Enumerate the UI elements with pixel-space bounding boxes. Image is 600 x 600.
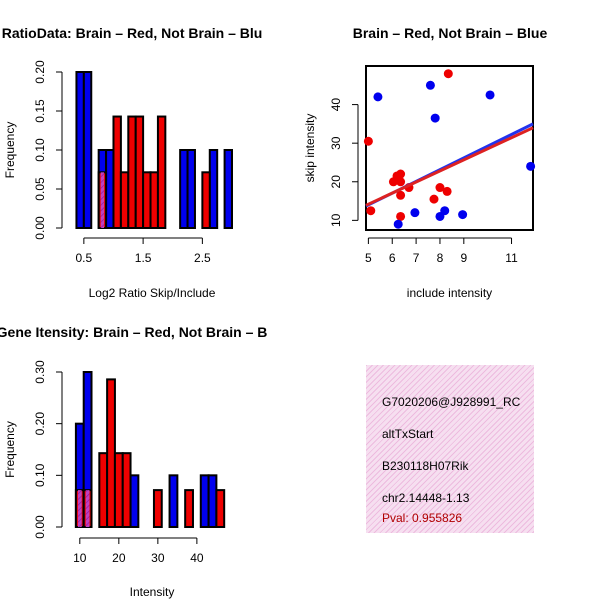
hist-ratio-y-tick-label: 0.00 bbox=[33, 216, 47, 240]
hist-intensity-bar-not-brain bbox=[129, 474, 140, 529]
hist-ratio-bar-brain bbox=[127, 115, 137, 229]
scatter-intensity-x-tick-label: 5 bbox=[365, 251, 372, 265]
scatter-intensity-point-not-brain bbox=[430, 113, 440, 123]
scatter-intensity-point-brain bbox=[396, 211, 406, 221]
hist-intensity-x-tick-label: 10 bbox=[73, 551, 87, 565]
hist-ratio-x-label: Log2 Ratio Skip/Include bbox=[89, 286, 216, 300]
info-panel: G7020206@J928991_RC altTxStart B230118H0… bbox=[366, 365, 534, 533]
scatter-intensity-title: Brain – Red, Not Brain – Blue bbox=[353, 25, 548, 41]
hist-ratio-bar-not-brain bbox=[208, 149, 219, 229]
hist-intensity-y-tick-label: 0.10 bbox=[33, 463, 47, 487]
scatter-intensity-point-brain bbox=[363, 136, 373, 146]
hist-intensity-bar-brain bbox=[121, 452, 132, 528]
scatter-intensity-point-brain bbox=[396, 169, 406, 179]
hist-intensity-x-label: Intensity bbox=[130, 585, 175, 599]
scatter-intensity-point-brain bbox=[435, 183, 445, 193]
scatter-intensity-x-tick-label: 9 bbox=[460, 251, 467, 265]
scatter-intensity-y-tick-label: 10 bbox=[329, 213, 343, 227]
hist-intensity-y-label: Frequency bbox=[3, 421, 17, 478]
scatter-intensity-x-label: include intensity bbox=[407, 286, 492, 300]
hist-intensity-y-tick-label: 0.30 bbox=[33, 360, 47, 384]
hist-ratio-bar-overlap bbox=[100, 172, 105, 228]
hist-intensity-bar-overlap bbox=[85, 490, 90, 527]
scatter-intensity-x-tick-label: 6 bbox=[389, 251, 396, 265]
hist-ratio-y-label: Frequency bbox=[3, 122, 17, 179]
hist-intensity-bar-brain bbox=[184, 489, 194, 528]
hist-intensity-bar-brain bbox=[106, 378, 116, 528]
hist-ratio-x-tick-label: 1.5 bbox=[135, 251, 152, 265]
scatter-intensity-point-brain bbox=[396, 177, 406, 187]
hist-intensity-bar-not-brain bbox=[168, 474, 179, 529]
hist-ratio-bar-not-brain bbox=[105, 149, 115, 229]
scatter-intensity-fit-brain-fit bbox=[365, 126, 534, 207]
scatter-intensity-point-not-brain bbox=[526, 161, 536, 171]
hist-intensity-bar-brain bbox=[98, 452, 109, 528]
scatter-intensity-point-brain bbox=[442, 186, 452, 196]
hist-intensity-y-tick-label: 0.00 bbox=[33, 515, 47, 539]
hist-intensity-bar-brain bbox=[113, 452, 124, 528]
hist-ratio-y-tick-label: 0.05 bbox=[33, 177, 47, 201]
scatter-intensity-point-not-brain bbox=[458, 210, 468, 220]
scatter-intensity-point-brain bbox=[443, 69, 453, 79]
hist-ratio-y-tick-label: 0.20 bbox=[33, 60, 47, 84]
hist-ratio-bar-brain bbox=[142, 171, 152, 229]
hist-intensity-y-tick-label: 0.20 bbox=[33, 412, 47, 436]
info-probe-id: G7020206@J928991_RC bbox=[382, 395, 521, 409]
hist-ratio-title: RatioData: Brain – Red, Not Brain – Blu bbox=[2, 25, 263, 41]
scatter-intensity-point-brain bbox=[366, 206, 376, 216]
hist-ratio-bar-not-brain bbox=[186, 149, 196, 229]
hist-intensity-title: Gene Itensity: Brain – Red, Not Brain – … bbox=[0, 324, 267, 340]
hist-intensity-bar-brain bbox=[215, 489, 226, 528]
scatter-intensity-plot-frame bbox=[365, 65, 534, 231]
hist-ratio-bar-brain bbox=[149, 171, 159, 229]
hist-intensity-bar-not-brain bbox=[199, 474, 210, 529]
scatter-intensity-x-tick-label: 11 bbox=[505, 251, 518, 265]
hist-ratio-bar-not-brain bbox=[223, 149, 233, 229]
scatter-intensity-x-tick-label: 7 bbox=[413, 251, 420, 265]
scatter-intensity-point-not-brain bbox=[410, 208, 420, 218]
hist-ratio-bar-brain bbox=[201, 171, 211, 229]
hist-intensity-x-tick-label: 30 bbox=[151, 551, 165, 565]
hist-ratio-bar-not-brain bbox=[82, 71, 93, 229]
scatter-intensity-point-brain bbox=[429, 194, 439, 204]
hist-ratio-bar-brain bbox=[112, 115, 122, 229]
info-gene-name: B230118H07Rik bbox=[382, 459, 469, 473]
hist-ratio-y-tick-label: 0.15 bbox=[33, 99, 47, 123]
hist-ratio-bar-not-brain bbox=[75, 71, 85, 229]
hist-intensity-bar-brain bbox=[152, 489, 163, 528]
scatter-intensity-point-not-brain bbox=[440, 206, 450, 216]
scatter-intensity-x-tick-label: 8 bbox=[437, 251, 444, 265]
scatter-intensity-y-label: skip intensity bbox=[303, 114, 317, 183]
hist-ratio-bar-brain bbox=[119, 171, 130, 229]
hist-ratio-x-tick-label: 0.5 bbox=[76, 251, 93, 265]
info-pval: Pval: 0.955826 bbox=[382, 511, 463, 525]
scatter-intensity-point-not-brain bbox=[485, 90, 495, 100]
hist-intensity-bar-overlap bbox=[77, 490, 82, 527]
hist-ratio-x-tick-label: 2.5 bbox=[194, 251, 211, 265]
info-locus: chr2.14448-1.13 bbox=[382, 491, 470, 505]
scatter-intensity-y-tick-label: 40 bbox=[329, 98, 343, 112]
scatter-intensity-point-not-brain bbox=[425, 80, 435, 90]
scatter-intensity-y-tick-label: 20 bbox=[329, 175, 343, 189]
scatter-intensity-point-not-brain bbox=[373, 92, 383, 102]
hist-ratio-bar-not-brain bbox=[179, 149, 189, 229]
hist-ratio-bar-brain bbox=[134, 115, 145, 229]
hist-intensity-bar-not-brain bbox=[207, 474, 218, 529]
scatter-intensity-y-tick-label: 30 bbox=[329, 136, 343, 150]
hist-ratio-y-tick-label: 0.10 bbox=[33, 138, 47, 162]
info-event-type: altTxStart bbox=[382, 427, 434, 441]
hist-ratio-bar-brain bbox=[156, 115, 167, 229]
scatter-intensity-point-brain bbox=[396, 190, 406, 200]
hist-intensity-x-tick-label: 20 bbox=[112, 551, 126, 565]
scatter-intensity-point-not-brain bbox=[393, 219, 403, 229]
hist-intensity-x-tick-label: 40 bbox=[190, 551, 204, 565]
